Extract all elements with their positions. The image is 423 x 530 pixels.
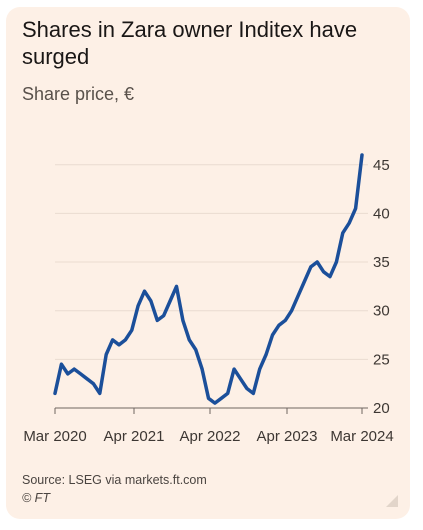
x-tick-label: Mar 2020	[23, 428, 86, 445]
source-note: Source: LSEG via markets.ft.com	[22, 473, 207, 487]
x-tick-label: Apr 2022	[180, 428, 241, 445]
x-tick-label: Mar 2024	[330, 428, 393, 445]
x-tick-label: Apr 2023	[257, 428, 318, 445]
y-tick-label: 40	[373, 205, 390, 222]
y-tick-label: 30	[373, 303, 390, 320]
chart-subtitle: Share price, €	[22, 84, 135, 104]
resize-handle-icon[interactable]	[386, 495, 398, 507]
y-tick-label: 25	[373, 351, 390, 368]
y-tick-label: 35	[373, 254, 390, 271]
chart-title: Shares in Zara owner Inditex have surged	[22, 17, 358, 69]
y-tick-label: 45	[373, 157, 390, 174]
chart-card: Shares in Zara owner Inditex have surged…	[6, 7, 410, 519]
share-price-line	[53, 153, 364, 405]
credit-note: © FT	[22, 491, 50, 505]
y-tick-label: 20	[373, 400, 390, 417]
x-tick-label: Apr 2021	[104, 428, 165, 445]
